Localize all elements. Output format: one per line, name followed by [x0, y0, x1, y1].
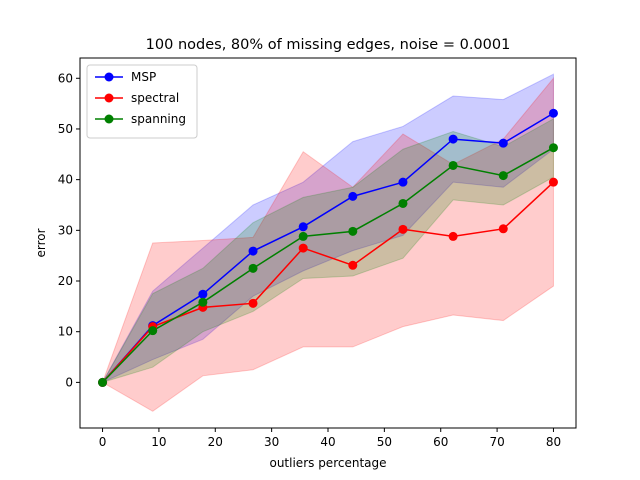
- point-spectral-8: [498, 224, 508, 234]
- x-tick-label: 80: [546, 435, 561, 449]
- chart-title: 100 nodes, 80% of missing edges, noise =…: [146, 37, 511, 53]
- y-tick-label: 10: [58, 325, 73, 339]
- x-axis-ticks: 0 10 20 30 40 50 60 70 80: [99, 428, 561, 449]
- point-spanning-0: [98, 377, 108, 387]
- point-spanning-6: [398, 198, 408, 208]
- point-spanning-1: [148, 326, 158, 336]
- x-tick-label: 0: [99, 435, 107, 449]
- y-tick-label: 60: [58, 71, 73, 85]
- series-lines: [101, 112, 554, 383]
- y-tick-label: 20: [58, 274, 73, 288]
- point-spectral-9: [548, 177, 558, 187]
- legend-label-spectral: spectral: [131, 91, 179, 105]
- point-spectral-7: [448, 231, 458, 241]
- point-MSP-2: [198, 289, 208, 299]
- point-spectral-6: [398, 224, 408, 234]
- y-tick-label: 40: [58, 173, 73, 187]
- series-markers: [98, 108, 558, 387]
- point-spanning-4: [298, 231, 308, 241]
- point-spanning-8: [498, 171, 508, 181]
- legend-label-spanning: spanning: [131, 112, 186, 126]
- point-spanning-2: [198, 297, 208, 307]
- x-tick-label: 50: [377, 435, 392, 449]
- legend-label-MSP: MSP: [131, 70, 156, 84]
- point-MSP-7: [448, 134, 458, 144]
- x-tick-label: 30: [264, 435, 279, 449]
- legend-marker-spectral: [104, 93, 114, 103]
- point-spectral-5: [348, 260, 358, 270]
- x-tick-label: 70: [489, 435, 504, 449]
- point-MSP-3: [248, 246, 258, 256]
- x-axis-label: outliers percentage: [269, 456, 386, 470]
- line-spanning: [102, 147, 554, 383]
- legend-marker-spanning: [104, 114, 114, 124]
- x-tick-label: 40: [320, 435, 335, 449]
- point-spanning-5: [348, 226, 358, 236]
- y-axis-ticks: 0 10 20 30 40 50 60: [58, 71, 80, 389]
- point-MSP-9: [548, 108, 558, 118]
- x-tick-label: 10: [151, 435, 166, 449]
- x-tick-label: 20: [208, 435, 223, 449]
- point-MSP-8: [498, 138, 508, 148]
- y-tick-label: 50: [58, 122, 73, 136]
- point-MSP-5: [348, 191, 358, 201]
- y-axis-label: error: [34, 228, 48, 257]
- legend-marker-MSP: [104, 72, 114, 82]
- y-tick-label: 0: [65, 375, 73, 389]
- line-MSP: [101, 112, 554, 383]
- point-MSP-4: [298, 222, 308, 232]
- point-spanning-9: [548, 143, 558, 153]
- point-MSP-6: [398, 177, 408, 187]
- point-spanning-3: [248, 263, 258, 273]
- y-tick-label: 30: [58, 223, 73, 237]
- confidence-bands: [101, 73, 554, 412]
- point-spectral-4: [298, 243, 308, 253]
- point-spanning-7: [448, 160, 458, 170]
- point-spectral-3: [248, 298, 258, 308]
- x-tick-label: 60: [433, 435, 448, 449]
- legend: MSP spectral spanning: [86, 64, 198, 139]
